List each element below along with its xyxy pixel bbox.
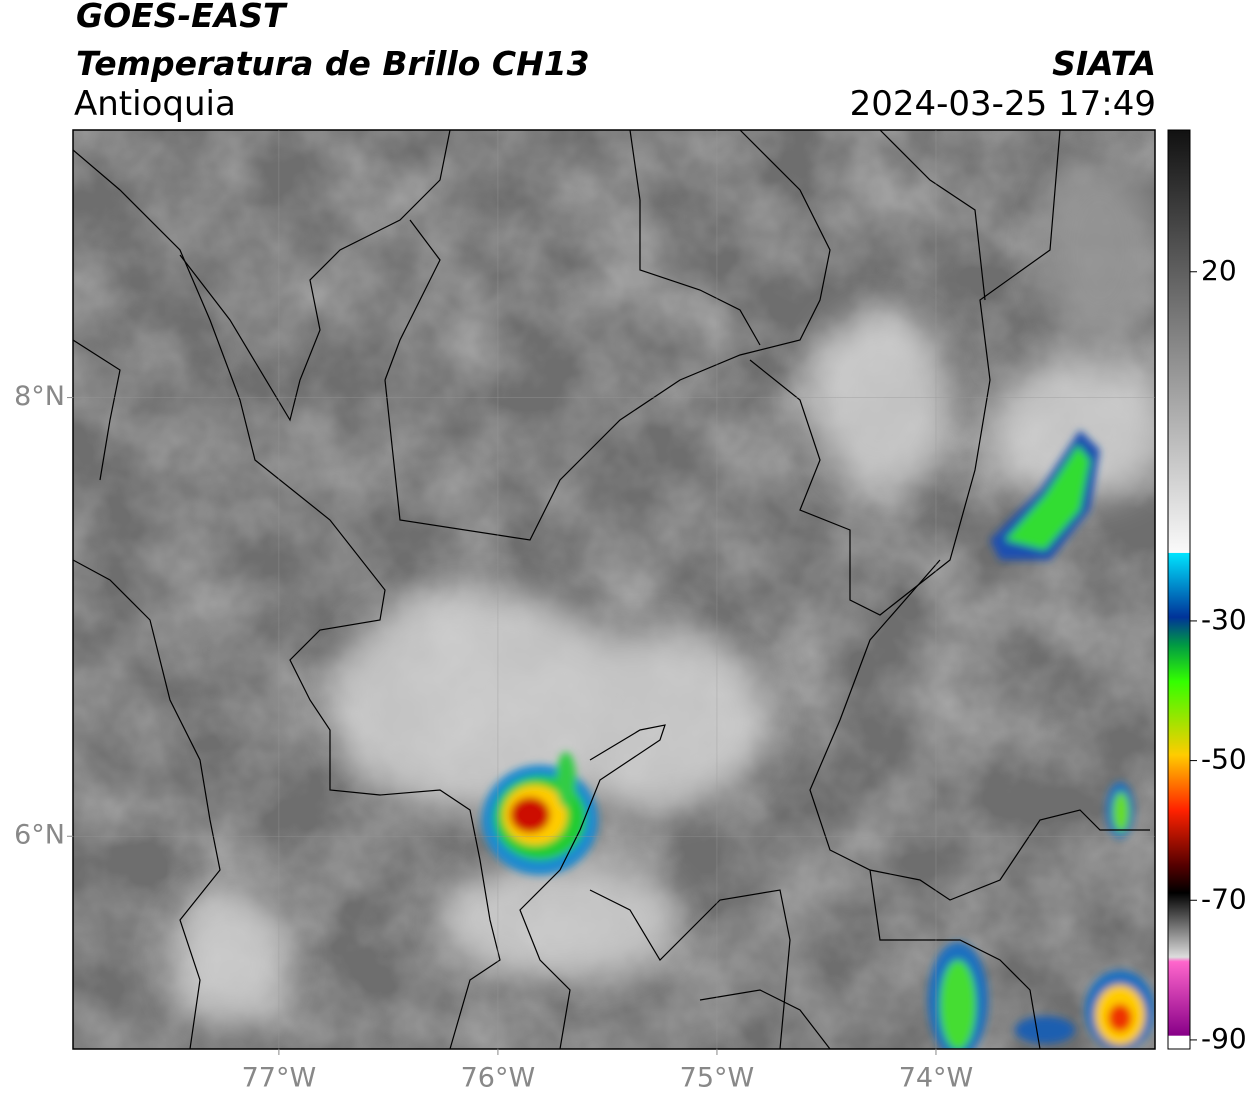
colorbar — [1167, 129, 1191, 1050]
colorbar-tick-label: -70 — [1201, 882, 1247, 915]
lon-tick-label: 76°W — [461, 1063, 536, 1094]
lon-tick-label: 74°W — [899, 1063, 974, 1094]
lat-tick-label: 6°N — [14, 820, 65, 851]
colorbar-tick-label: -50 — [1201, 743, 1247, 776]
colorbar-tick-label: -90 — [1201, 1022, 1247, 1055]
source: SIATA — [1052, 44, 1156, 83]
satellite-image — [73, 130, 1155, 1049]
map-frame — [72, 129, 1156, 1050]
lon-tick-label: 75°W — [680, 1063, 755, 1094]
borders — [73, 130, 1150, 1049]
colorbar-tick-label: -30 — [1201, 603, 1247, 636]
colorbar-tick-label: 20 — [1201, 254, 1237, 287]
lon-tick-label: 77°W — [242, 1063, 317, 1094]
region: Antioquia — [74, 84, 236, 124]
lat-tick-label: 8°N — [14, 381, 65, 412]
timestamp: 2024-03-25 17:49 — [849, 84, 1156, 124]
subtitle: Temperatura de Brillo CH13 — [76, 44, 590, 83]
title: GOES-EAST — [76, 0, 286, 35]
